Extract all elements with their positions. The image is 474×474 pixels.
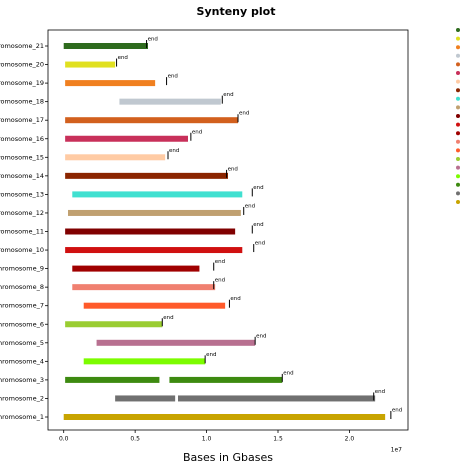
end-label: end bbox=[283, 370, 293, 376]
legend-marker bbox=[456, 79, 460, 84]
legend-marker bbox=[456, 114, 460, 118]
synteny-block bbox=[72, 265, 200, 272]
end-label: end bbox=[223, 92, 233, 98]
end-label: end bbox=[168, 74, 178, 80]
end-label: end bbox=[228, 166, 238, 172]
legend-marker bbox=[456, 28, 460, 32]
synteny-block bbox=[83, 302, 226, 309]
y-tick-label: chromosome_14 bbox=[0, 172, 44, 180]
x-tick-label: 1.0 bbox=[202, 436, 212, 443]
synteny-block bbox=[178, 395, 376, 402]
end-label: end bbox=[392, 408, 402, 414]
end-label: end bbox=[375, 389, 385, 395]
chart-title: Synteny plot bbox=[197, 5, 276, 18]
synteny-block bbox=[119, 98, 221, 105]
x-tick-label: 1.5 bbox=[273, 436, 283, 443]
end-label: end bbox=[118, 55, 128, 61]
legend-marker bbox=[456, 182, 460, 187]
synteny-block bbox=[65, 228, 236, 235]
end-label: end bbox=[239, 111, 249, 117]
y-tick-label: chromosome_2 bbox=[0, 394, 44, 402]
y-tick-label: chromosome_7 bbox=[0, 302, 44, 310]
legend-marker bbox=[456, 200, 460, 204]
legend-marker bbox=[456, 71, 460, 75]
synteny-block bbox=[65, 117, 239, 124]
end-label: end bbox=[230, 296, 240, 302]
end-label: end bbox=[253, 185, 263, 191]
legend-marker bbox=[456, 96, 460, 101]
synteny-block bbox=[68, 209, 241, 216]
end-label: end bbox=[206, 352, 216, 358]
legend-marker bbox=[456, 45, 460, 50]
synteny-block bbox=[65, 154, 166, 161]
legend-marker bbox=[456, 191, 460, 196]
y-tick-label: chromosome_8 bbox=[0, 283, 44, 291]
y-tick-label: chromosome_15 bbox=[0, 153, 44, 161]
y-tick-label: chromosome_21 bbox=[0, 42, 44, 50]
y-tick-label: chromosome_5 bbox=[0, 339, 44, 347]
legend-marker bbox=[456, 88, 460, 93]
end-label: end bbox=[215, 278, 225, 284]
synteny-block bbox=[72, 191, 243, 198]
end-label: end bbox=[192, 129, 202, 135]
end-label: end bbox=[256, 333, 266, 339]
synteny-block bbox=[169, 376, 283, 383]
y-tick-label: chromosome_17 bbox=[0, 116, 44, 124]
y-tick-label: chromosome_1 bbox=[0, 413, 44, 421]
synteny-block bbox=[96, 339, 256, 346]
y-tick-label: chromosome_4 bbox=[0, 357, 44, 365]
synteny-block bbox=[65, 321, 163, 328]
y-tick-label: chromosome_13 bbox=[0, 190, 44, 198]
synteny-block bbox=[65, 376, 160, 383]
synteny-block bbox=[63, 43, 148, 49]
synteny-block bbox=[65, 172, 229, 179]
x-axis-label: Bases in Gbases bbox=[183, 451, 273, 464]
end-label: end bbox=[215, 259, 225, 265]
x-offset: 1e7 bbox=[391, 447, 403, 454]
y-tick-label: chromosome_6 bbox=[0, 320, 44, 328]
end-label: end bbox=[148, 37, 158, 43]
y-tick-label: chromosome_12 bbox=[0, 209, 44, 217]
end-label: end bbox=[253, 222, 263, 228]
end-label: end bbox=[163, 315, 173, 321]
synteny-block bbox=[65, 61, 116, 68]
legend-marker bbox=[456, 157, 460, 161]
x-tick-label: 2.0 bbox=[345, 436, 355, 443]
y-tick-label: chromosome_11 bbox=[0, 228, 44, 236]
end-label: end bbox=[169, 148, 179, 154]
y-tick-label: chromosome_20 bbox=[0, 61, 44, 69]
y-tick-label: chromosome_16 bbox=[0, 135, 44, 143]
legend-marker bbox=[456, 105, 460, 110]
plot-frame bbox=[47, 29, 409, 431]
y-tick-label: chromosome_19 bbox=[0, 79, 44, 87]
legend-marker bbox=[456, 165, 460, 170]
end-label: end bbox=[255, 241, 265, 247]
synteny-block bbox=[72, 284, 216, 291]
legend-marker bbox=[456, 139, 460, 144]
legend-marker bbox=[456, 122, 460, 127]
synteny-block bbox=[65, 80, 156, 87]
synteny-block bbox=[83, 358, 206, 365]
y-tick-label: chromosome_18 bbox=[0, 98, 44, 106]
y-tick-label: chromosome_10 bbox=[0, 246, 44, 254]
legend-marker bbox=[456, 131, 460, 136]
x-tick-label: 0.5 bbox=[130, 436, 140, 443]
y-tick-label: chromosome_9 bbox=[0, 265, 44, 273]
synteny-block bbox=[115, 395, 176, 402]
end-label: end bbox=[245, 203, 255, 209]
legend-marker bbox=[456, 148, 460, 153]
synteny-block bbox=[65, 135, 188, 142]
legend-marker bbox=[456, 53, 460, 58]
y-tick-label: chromosome_3 bbox=[0, 376, 44, 384]
legend-marker bbox=[456, 62, 460, 67]
legend-marker bbox=[456, 36, 460, 41]
synteny-block bbox=[65, 247, 243, 254]
x-tick-label: 0.0 bbox=[59, 436, 69, 443]
synteny-block bbox=[63, 414, 386, 420]
legend-marker bbox=[456, 174, 460, 179]
